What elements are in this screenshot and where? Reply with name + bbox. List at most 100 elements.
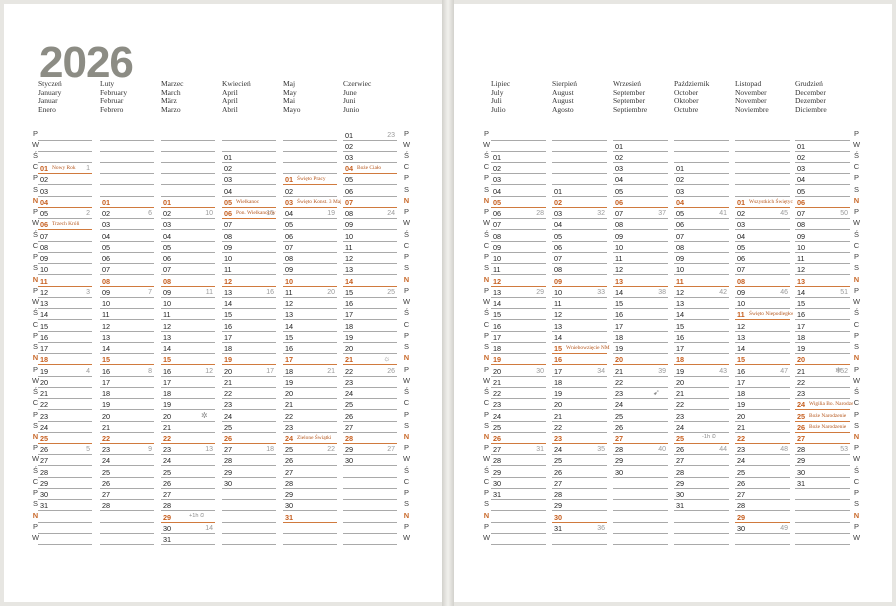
empty-cell xyxy=(100,141,154,152)
day-number: 30 xyxy=(345,456,354,466)
day-number: 09 xyxy=(40,254,49,264)
day-number: 22 xyxy=(797,377,806,387)
weekday-letter: W xyxy=(482,218,491,228)
day-number: 24 xyxy=(737,456,746,466)
day-cell: 01 xyxy=(222,152,276,163)
week-number: 40 xyxy=(658,446,666,454)
day-number: 19 xyxy=(554,389,563,399)
month-name: Listopad xyxy=(735,79,762,88)
weekday-letter: W xyxy=(482,375,491,385)
weekday-letter: W xyxy=(402,454,411,464)
day-number: 23 xyxy=(493,400,502,410)
day-number: 02 xyxy=(224,164,233,174)
day-cell: 07 xyxy=(674,231,729,242)
day-number: 25 xyxy=(163,467,172,477)
month-name: Diciembre xyxy=(795,104,827,114)
month-name: Mayo xyxy=(283,104,301,114)
holiday-label: Wszystkich Świętych xyxy=(749,198,793,205)
weekday-letter: W xyxy=(31,297,40,307)
day-number: 03 xyxy=(615,164,624,174)
day-cell: 15 xyxy=(735,354,790,366)
day-number: 19 xyxy=(737,400,746,410)
week-number: 34 xyxy=(597,367,605,375)
day-number: 14 xyxy=(676,310,685,320)
day-cell: 26 xyxy=(161,478,215,489)
day-number: 04 xyxy=(102,231,111,241)
day-number: 08 xyxy=(40,242,49,252)
day-cell: 26 xyxy=(283,455,337,467)
empty-cell xyxy=(38,534,92,546)
weekday-letter: C xyxy=(32,240,39,250)
day-cell: 18 xyxy=(100,388,154,400)
week-number: 31 xyxy=(536,446,544,454)
day-number: 07 xyxy=(163,265,172,275)
day-cell: 13 xyxy=(343,264,397,276)
weekday-letter: Ś xyxy=(853,308,859,318)
day-cell: 20 30 xyxy=(491,366,546,377)
empty-cell xyxy=(674,141,729,152)
week-number: 3 xyxy=(86,288,90,296)
empty-cell xyxy=(613,500,668,512)
empty-cell xyxy=(735,130,790,141)
empty-cell xyxy=(283,152,337,163)
day-number: 18 xyxy=(345,321,354,331)
day-number: 05 xyxy=(737,242,746,252)
day-number: 08 xyxy=(285,254,294,264)
day-number: 29 xyxy=(676,478,685,488)
weekday-letter: Ś xyxy=(483,150,489,160)
day-cell: 14 xyxy=(222,298,276,310)
day-number: 15 xyxy=(40,321,49,331)
weekday-letter: Ś xyxy=(403,387,409,397)
day-number: 19 xyxy=(493,355,502,365)
weekday-letter: P xyxy=(483,128,489,138)
day-cell: 12 xyxy=(283,298,337,310)
weekday-letter: W xyxy=(482,297,491,307)
week-number: 10 xyxy=(205,210,213,218)
day-cell: 02 xyxy=(343,141,397,152)
day-cell: 10 xyxy=(735,298,790,310)
day-number: 26 xyxy=(797,422,806,432)
week-number: 23 xyxy=(387,131,395,139)
day-cell: 30 xyxy=(491,478,546,489)
month-name: Januar xyxy=(38,96,58,106)
day-number: 17 xyxy=(285,355,294,365)
day-number: 07 xyxy=(40,231,49,241)
day-cell: 28 xyxy=(100,500,154,512)
weekday-letter: N xyxy=(32,431,39,441)
weekday-letter: P xyxy=(32,521,38,531)
day-number: 16 xyxy=(163,366,172,376)
day-cell: 21 xyxy=(100,422,154,433)
month-name: January xyxy=(38,87,62,97)
day-number: 10 xyxy=(102,299,111,309)
weekday-letter: P xyxy=(853,252,859,262)
weekday-letter: P xyxy=(32,207,38,217)
day-number: 17 xyxy=(676,344,685,354)
day-number: 05 xyxy=(493,197,502,207)
day-number: 09 xyxy=(493,242,502,252)
day-number: 17 xyxy=(554,366,563,376)
day-cell: 12 xyxy=(552,309,607,321)
month-name: June xyxy=(343,87,357,97)
day-number: 24 xyxy=(493,411,502,421)
day-number: 16 xyxy=(345,299,354,309)
day-cell: 11 xyxy=(222,264,276,276)
weekday-letter: P xyxy=(32,173,38,183)
day-number: 14 xyxy=(737,344,746,354)
day-cell: 13 xyxy=(38,298,92,310)
day-number: 23 xyxy=(797,389,806,399)
day-cell: 11 xyxy=(161,309,215,321)
day-cell: 20 xyxy=(100,411,154,422)
day-number: 19 xyxy=(40,366,49,376)
weekday-letter: P xyxy=(853,173,859,183)
empty-cell xyxy=(735,174,790,186)
day-number: 23 xyxy=(163,445,172,455)
day-cell: 17 xyxy=(674,343,729,355)
day-number: 18 xyxy=(797,332,806,342)
month-name: Czerwiec xyxy=(343,79,372,88)
day-number: 26 xyxy=(285,456,294,466)
day-number: 24 xyxy=(40,422,49,432)
day-number: 12 xyxy=(285,299,294,309)
weekday-letter: C xyxy=(853,476,860,486)
day-cell: 18 xyxy=(343,321,397,332)
